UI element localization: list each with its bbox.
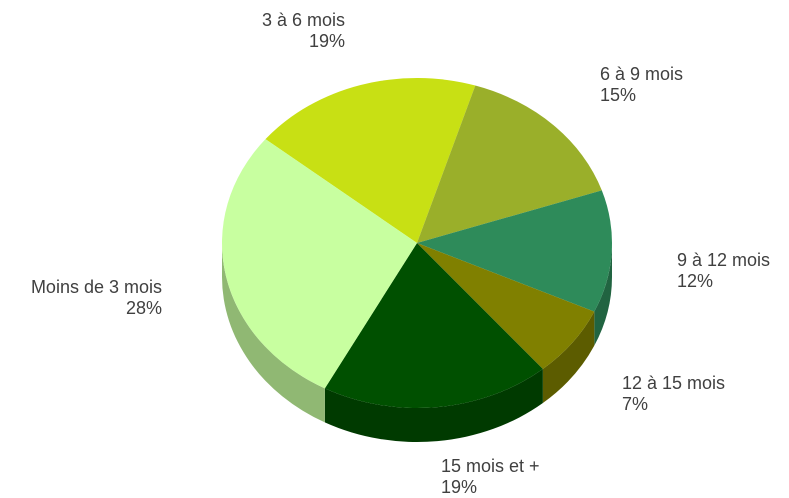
slice: [324, 243, 543, 408]
data-label-value: 15%: [600, 85, 636, 105]
data-label-name: 12 à 15 mois: [622, 373, 725, 393]
slice: [417, 85, 602, 243]
data-label-name: 6 à 9 mois: [600, 64, 683, 84]
slice-side: [594, 243, 612, 346]
slice: [265, 78, 476, 244]
data-label-value: 19%: [309, 31, 345, 51]
data-label-name: 9 à 12 mois: [677, 250, 770, 270]
slice: [417, 243, 595, 370]
slice: [417, 190, 612, 312]
data-label-name: 15 mois et +: [441, 456, 540, 476]
data-label-value: 12%: [677, 271, 713, 291]
data-label-value: 28%: [126, 298, 162, 318]
data-label-name: Moins de 3 mois: [31, 277, 162, 297]
slice-side: [542, 311, 595, 404]
data-label-value: 19%: [441, 477, 477, 497]
slice-side: [222, 243, 325, 423]
data-label-value: 7%: [622, 394, 648, 414]
slice-side: [324, 369, 543, 442]
data-label-name: 3 à 6 mois: [262, 10, 345, 30]
slice: [221, 139, 417, 389]
